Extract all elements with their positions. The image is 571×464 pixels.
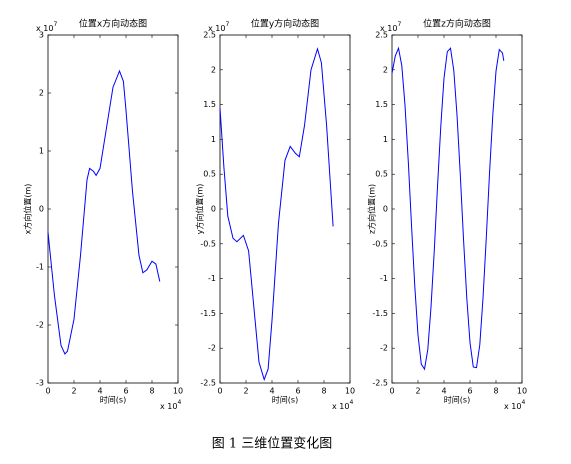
y-tick-label: 0	[211, 205, 216, 214]
y-tick-label: 1.5	[375, 100, 388, 109]
y-tick-label: 1	[39, 147, 44, 156]
y-tick-label: -1	[36, 263, 44, 272]
chart-title: 位置z方向动态图	[423, 18, 491, 30]
y-tick-label: 1.5	[203, 100, 216, 109]
y-tick-label: 2.5	[203, 31, 216, 40]
x-axis-label: 时间(s)	[272, 395, 298, 405]
caption: 图 1 三维位置变化图	[212, 436, 333, 452]
y-tick-label: 2	[383, 65, 388, 74]
multiplier-base: x 10	[504, 402, 521, 411]
multiplier: x 107	[208, 21, 229, 33]
multiplier: x 104	[160, 399, 181, 411]
x-tick-label: 0	[389, 387, 394, 396]
x-tick-label: 8	[493, 387, 498, 396]
y-tick-label: -0.5	[372, 239, 388, 248]
y-tick-label: 2	[211, 65, 216, 74]
x-tick-label: 4	[441, 387, 446, 396]
x-tick-label: 2	[415, 387, 420, 396]
y-tick-label: 1	[211, 135, 216, 144]
y-tick-label: -0.5	[200, 239, 216, 248]
multiplier-base: x 10	[380, 24, 397, 33]
data-line	[47, 69, 161, 355]
x-tick-label: 6	[467, 387, 472, 396]
y-tick-label: -3	[36, 379, 44, 388]
y-axis-label: z方向位置(m)	[367, 184, 377, 234]
multiplier-base: x 10	[160, 402, 177, 411]
axes-box	[219, 34, 351, 384]
x-tick-label: 4	[269, 387, 274, 396]
x-tick-label: 10	[517, 387, 527, 396]
y-axis-label: x方向位置(m)	[23, 184, 33, 235]
y-axis-label: y方向位置(m)	[195, 184, 205, 235]
y-tick-label: 0	[39, 205, 44, 214]
x-tick-label: 0	[217, 387, 222, 396]
y-tick-label: -1.5	[372, 309, 388, 318]
multiplier: x 104	[504, 399, 525, 411]
multiplier-power: 7	[53, 21, 57, 28]
x-tick-label: 8	[149, 387, 154, 396]
axes-box	[391, 34, 523, 384]
x-tick-label: 8	[321, 387, 326, 396]
multiplier-base: x 10	[332, 402, 349, 411]
multiplier-power: 7	[397, 21, 401, 28]
x-axis-label: 时间(s)	[100, 395, 126, 405]
data-line	[391, 46, 505, 371]
multiplier-power: 4	[521, 399, 525, 406]
y-tick-label: 0	[383, 205, 388, 214]
y-tick-label: -2.5	[372, 379, 388, 388]
x-tick-label: 4	[97, 387, 102, 396]
multiplier-power: 7	[225, 21, 229, 28]
y-tick-label: -2	[208, 344, 216, 353]
y-tick-label: 3	[39, 31, 44, 40]
x-tick-label: 2	[71, 387, 76, 396]
x-tick-label: 0	[45, 387, 50, 396]
y-tick-label: 0.5	[375, 170, 388, 179]
x-tick-label: 10	[173, 387, 183, 396]
x-axis-label: 时间(s)	[444, 395, 470, 405]
multiplier: x 107	[380, 21, 401, 33]
x-tick-label: 6	[123, 387, 128, 396]
multiplier: x 107	[36, 21, 57, 33]
x-tick-label: 10	[345, 387, 355, 396]
y-tick-label: -2.5	[200, 379, 216, 388]
y-tick-label: 2	[39, 89, 44, 98]
chart-title: 位置x方向动态图	[79, 18, 147, 30]
x-tick-label: 2	[243, 387, 248, 396]
multiplier-base: x 10	[208, 24, 225, 33]
multiplier-base: x 10	[36, 24, 53, 33]
data-line	[219, 47, 334, 382]
y-tick-label: -2	[36, 321, 44, 330]
y-tick-label: 0.5	[203, 170, 216, 179]
y-tick-label: -1.5	[200, 309, 216, 318]
y-tick-label: 2.5	[375, 31, 388, 40]
y-tick-label: -1	[208, 274, 216, 283]
multiplier-power: 4	[177, 399, 181, 406]
y-tick-label: 1	[383, 135, 388, 144]
x-tick-label: 6	[295, 387, 300, 396]
multiplier: x 104	[332, 399, 353, 411]
multiplier-power: 4	[349, 399, 353, 406]
y-tick-label: -2	[380, 344, 388, 353]
chart-title: 位置y方向动态图	[251, 18, 319, 30]
y-tick-label: -1	[380, 274, 388, 283]
